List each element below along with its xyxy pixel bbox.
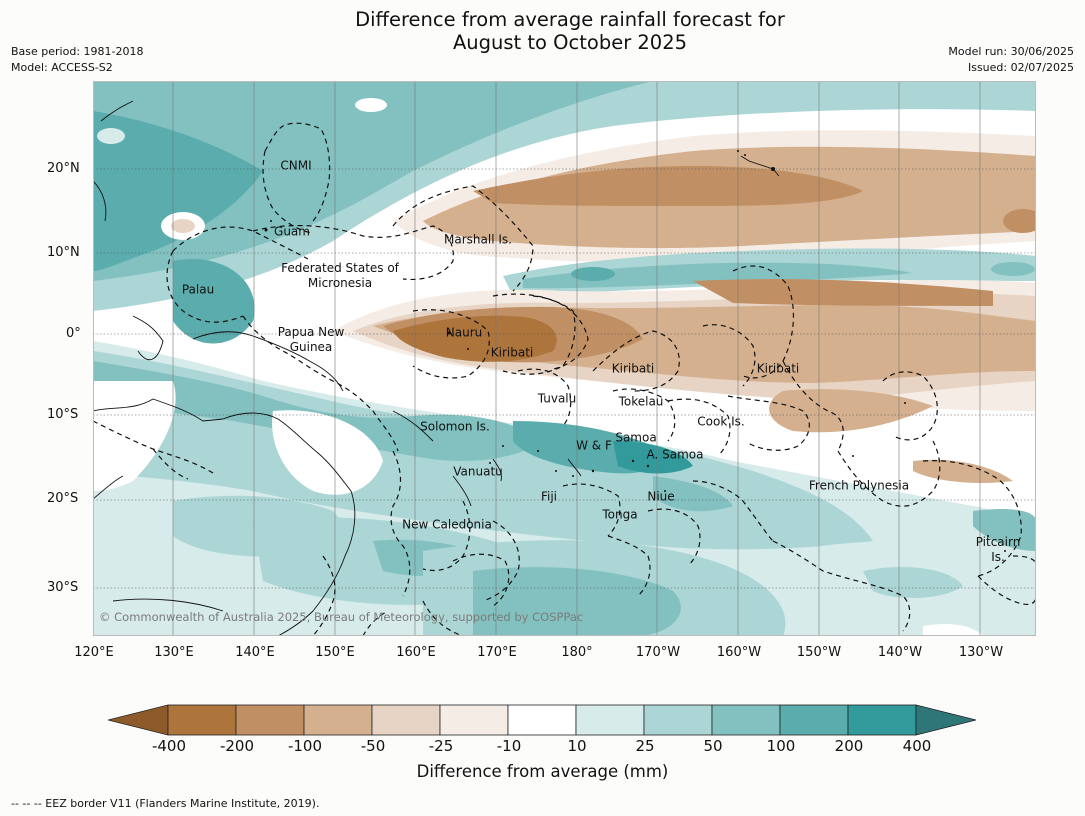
legend-tick: 100 [766, 737, 796, 755]
place-label-tuvalu: Tuvalu [537, 391, 577, 406]
lon-label-120e: 120°E [74, 645, 114, 660]
lon-label-150e: 150°E [315, 645, 355, 660]
place-label-cnmi: CNMI [280, 158, 312, 173]
legend-swatch [303, 704, 373, 736]
place-label-cook-islands: Cook Is. [697, 414, 745, 429]
legend-swatch [711, 704, 781, 736]
place-label-kiribati-east: Kiribati [756, 361, 800, 376]
place-label-nauru: Nauru [445, 325, 483, 340]
title-line-1: Difference from average rainfall forecas… [355, 8, 785, 31]
place-label-french-polynesia: French Polynesia [808, 478, 910, 493]
lon-label-170e: 170°E [477, 645, 517, 660]
legend-swatch [167, 704, 237, 736]
lon-label-140e: 140°E [235, 645, 275, 660]
legend-tick: -10 [496, 737, 522, 755]
legend-swatch [235, 704, 305, 736]
meta-right: Model run: 30/06/2025 Issued: 02/07/2025 [948, 44, 1074, 76]
place-label-samoa: Samoa [615, 430, 657, 445]
legend-tick: -50 [360, 737, 386, 755]
legend-title: Difference from average (mm) [416, 762, 669, 781]
base-period: Base period: 1981-2018 [11, 45, 144, 58]
chart-title: Difference from average rainfall forecas… [0, 8, 1085, 54]
legend-swatch [371, 704, 441, 736]
place-label-vanuatu: Vanuatu [453, 464, 503, 479]
legend-swatch [575, 704, 645, 736]
meta-left: Base period: 1981-2018 Model: ACCESS-S2 [11, 44, 143, 76]
place-label-guam: Guam [274, 224, 310, 239]
legend-tick: 400 [902, 737, 932, 755]
place-label-micronesia: Federated States of Micronesia [281, 261, 399, 290]
lat-label-20s: 20°S [47, 491, 79, 506]
place-label-pitcairn-islands: Pitcairn Is. [975, 535, 1021, 564]
legend-swatch [779, 704, 849, 736]
legend-swatch [643, 704, 713, 736]
place-label-kiribati-central: Kiribati [611, 361, 655, 376]
place-label-kiribati-west: Kiribati [490, 345, 534, 360]
copyright-notice: © Commonwealth of Australia 2025, Bureau… [99, 610, 584, 624]
lon-label-140w: 140°W [877, 645, 923, 660]
shading-layer [93, 81, 1036, 636]
place-label-tonga: Tonga [602, 507, 638, 522]
lat-label-10s: 10°S [47, 407, 79, 422]
legend-tick: 200 [834, 737, 864, 755]
place-label-solomon-islands: Solomon Is. [420, 419, 490, 434]
place-label-tokelau: Tokelau [618, 394, 664, 409]
place-label-american-samoa: A. Samoa [646, 447, 704, 462]
lon-label-160w: 160°W [716, 645, 762, 660]
lat-label-20n: 20°N [47, 161, 80, 176]
lon-label-170w: 170°W [635, 645, 681, 660]
lon-label-160e: 160°E [396, 645, 436, 660]
legend-tick: -25 [428, 737, 454, 755]
place-label-palau: Palau [181, 282, 215, 297]
coastlines [93, 100, 780, 636]
lon-label-130e: 130°E [154, 645, 194, 660]
legend-arrow-high [915, 704, 977, 736]
eez-footnote: -- -- -- EEZ border V11 (Flanders Marine… [11, 797, 320, 810]
small-islands [264, 150, 1006, 552]
place-label-new-caledonia: New Caledonia [402, 517, 492, 532]
legend-tick: 25 [635, 737, 655, 755]
lon-label-180: 180° [561, 645, 593, 660]
lat-label-0: 0° [66, 326, 81, 341]
lat-label-10n: 10°N [47, 245, 80, 260]
legend-tick: 50 [703, 737, 723, 755]
rainfall-anomaly-map [93, 81, 1036, 636]
legend-arrow-low [108, 704, 169, 736]
legend-swatch [507, 704, 577, 736]
place-label-papua-new-guinea: Papua New Guinea [277, 325, 345, 354]
legend-swatch [439, 704, 509, 736]
issued-date: Issued: 02/07/2025 [967, 61, 1074, 74]
graticule [172, 81, 981, 636]
model-name: Model: ACCESS-S2 [11, 61, 113, 74]
legend-tick: -100 [287, 737, 323, 755]
place-label-fiji: Fiji [540, 489, 558, 504]
place-label-wallis-futuna: W & F [576, 438, 612, 453]
legend-swatch [847, 704, 917, 736]
lat-label-30s: 30°S [47, 580, 79, 595]
color-legend-bar [108, 704, 977, 736]
model-run: Model run: 30/06/2025 [948, 45, 1074, 58]
place-label-marshall-islands: Marshall Is. [444, 232, 512, 247]
lon-label-130w: 130°W [958, 645, 1004, 660]
legend-tick: -200 [219, 737, 255, 755]
eez-borders [93, 122, 1036, 636]
lon-label-150w: 150°W [796, 645, 842, 660]
legend-tick: 10 [567, 737, 587, 755]
legend-tick: -400 [151, 737, 187, 755]
title-line-2: August to October 2025 [452, 31, 688, 54]
place-label-niue: Niue [647, 489, 675, 504]
